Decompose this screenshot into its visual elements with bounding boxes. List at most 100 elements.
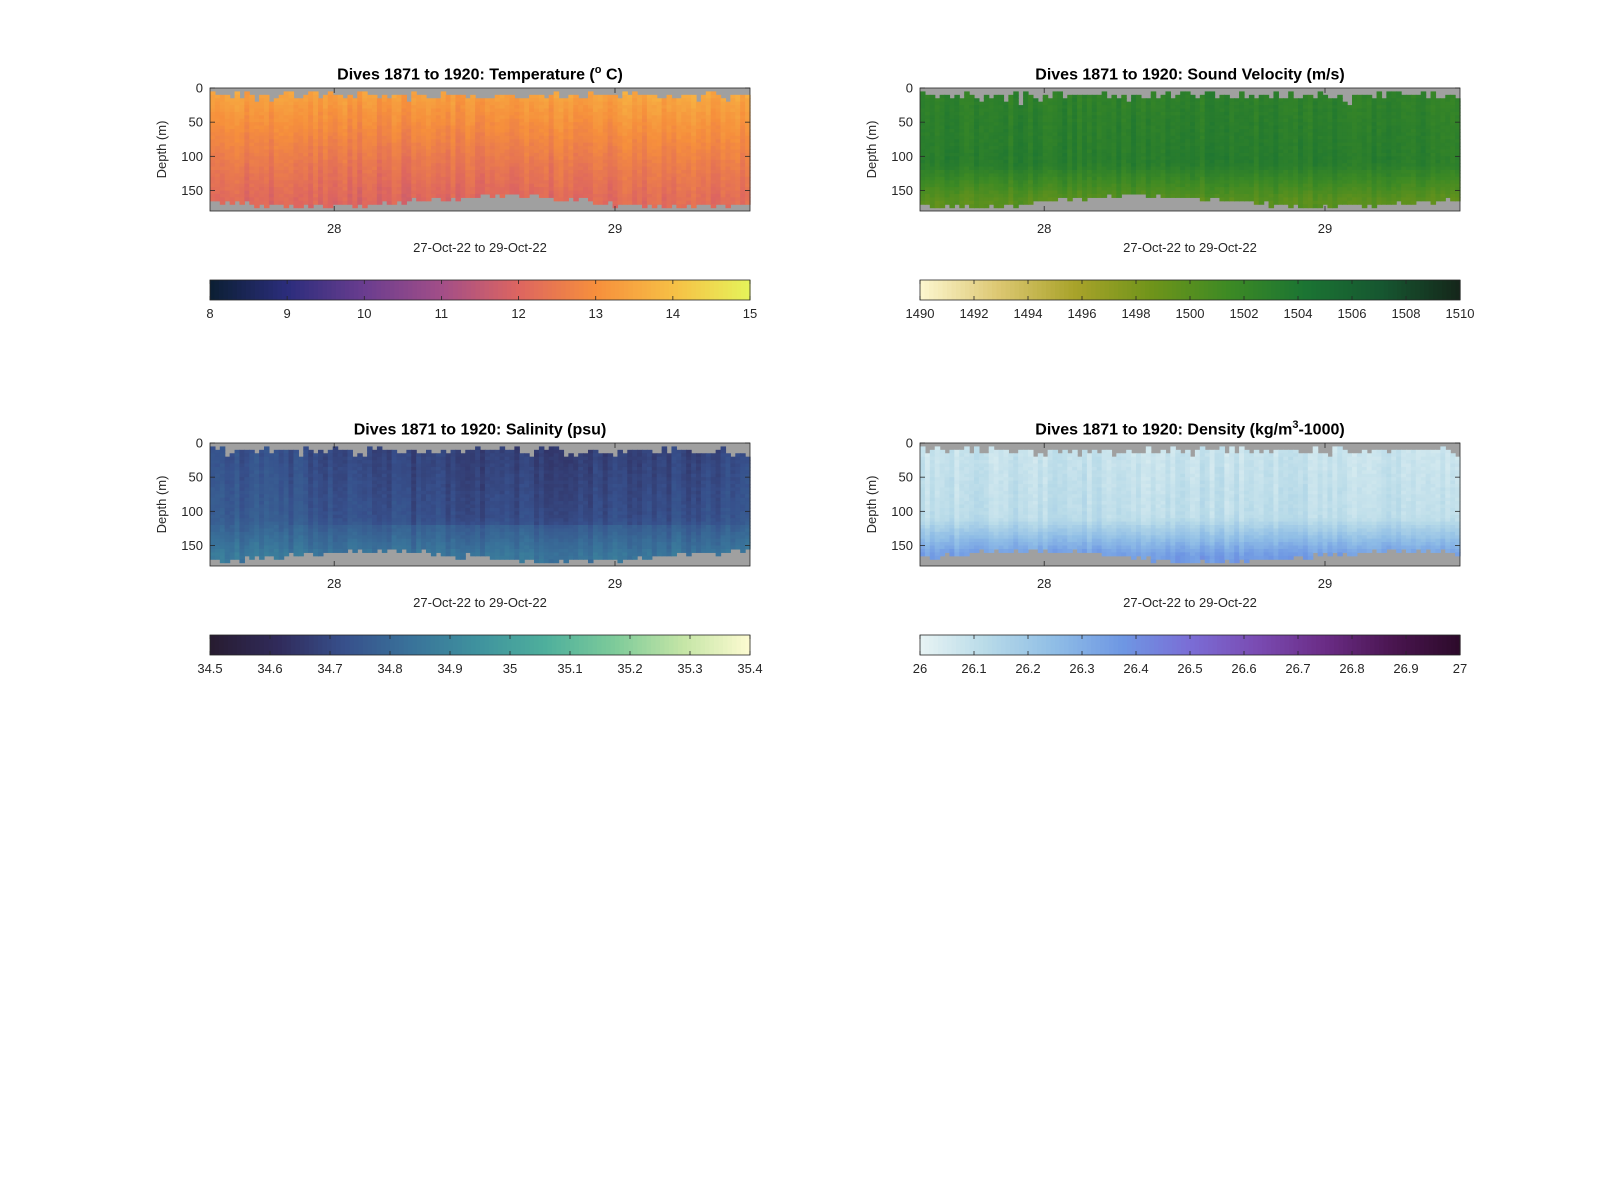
heatmap-cell: [504, 101, 511, 106]
heatmap-cell: [534, 159, 540, 164]
heatmap-cell: [268, 200, 275, 205]
heatmap-cell: [949, 98, 955, 103]
heatmap-cell: [440, 197, 447, 202]
heatmap-cell: [661, 122, 668, 127]
heatmap-cell: [1091, 105, 1098, 110]
heatmap-cell: [499, 125, 506, 130]
heatmap-cell: [988, 146, 995, 151]
heatmap-cell: [210, 197, 216, 202]
heatmap-cell: [573, 163, 579, 168]
heatmap-cell: [1072, 125, 1078, 130]
heatmap-cell: [1057, 108, 1063, 113]
heatmap-cell: [725, 163, 731, 168]
heatmap-cell: [612, 152, 619, 157]
heatmap-cell: [705, 156, 712, 161]
heatmap-cell: [588, 94, 594, 99]
heatmap-cell: [219, 163, 226, 168]
heatmap-cell: [959, 135, 965, 140]
heatmap-cell: [264, 129, 270, 134]
colorbar-segment: [502, 280, 508, 300]
heatmap-cell: [1126, 159, 1132, 164]
heatmap-cell: [592, 142, 599, 147]
heatmap-cell: [381, 142, 388, 147]
heatmap-cell: [1008, 98, 1014, 103]
heatmap-cell: [534, 146, 540, 151]
heatmap-cell: [538, 190, 545, 195]
heatmap-cell: [1023, 118, 1029, 123]
heatmap-cell: [929, 115, 936, 120]
heatmap-cell: [396, 193, 403, 198]
heatmap-cell: [224, 115, 231, 120]
colorbar-segment: [610, 280, 616, 300]
heatmap-cell: [1013, 115, 1019, 120]
heatmap-cell: [224, 98, 231, 103]
heatmap-cell: [460, 163, 466, 168]
heatmap-cell: [1131, 98, 1137, 103]
heatmap-cell: [612, 129, 619, 134]
heatmap-cell: [254, 166, 260, 171]
heatmap-cell: [920, 105, 926, 110]
heatmap-cell: [288, 98, 295, 103]
colorbar-segment: [709, 280, 715, 300]
heatmap-cell: [268, 190, 275, 195]
heatmap-cell: [327, 187, 334, 192]
heatmap-cell: [529, 132, 535, 137]
heatmap-cell: [234, 111, 241, 116]
heatmap-cell: [681, 176, 687, 181]
heatmap-cell: [288, 118, 295, 123]
heatmap-cell: [489, 156, 496, 161]
heatmap-cell: [583, 176, 589, 181]
heatmap-cell: [347, 200, 353, 205]
heatmap-cell: [332, 200, 339, 205]
heatmap-cell: [347, 105, 353, 110]
heatmap-cell: [691, 163, 697, 168]
heatmap-cell: [406, 146, 412, 151]
heatmap-cell: [322, 163, 329, 168]
heatmap-cell: [637, 159, 643, 164]
heatmap-cell: [455, 183, 461, 188]
heatmap-cell: [480, 115, 486, 120]
heatmap-cell: [337, 132, 344, 137]
heatmap-cell: [568, 193, 574, 198]
heatmap-cell: [666, 190, 673, 195]
heatmap-cell: [1116, 105, 1122, 110]
heatmap-cell: [470, 149, 476, 154]
heatmap-cell: [934, 108, 941, 113]
heatmap-cell: [597, 135, 604, 140]
heatmap-cell: [376, 135, 383, 140]
heatmap-cell: [939, 190, 946, 195]
heatmap-cell: [642, 149, 648, 154]
heatmap-cell: [939, 115, 946, 120]
heatmap-cell: [376, 122, 383, 127]
heatmap-cell: [342, 163, 349, 168]
heatmap-cell: [1101, 193, 1108, 198]
heatmap-cell: [1032, 132, 1039, 137]
heatmap-cell: [964, 132, 970, 137]
heatmap-cell: [1052, 166, 1059, 171]
heatmap-cell: [705, 142, 712, 147]
heatmap-cell: [234, 105, 241, 110]
heatmap-cell: [568, 108, 574, 113]
heatmap-cell: [563, 163, 569, 168]
heatmap-cell: [1052, 187, 1059, 192]
heatmap-cell: [1101, 149, 1108, 154]
heatmap-cell: [538, 108, 545, 113]
heatmap-cell: [421, 176, 427, 181]
heatmap-cell: [1072, 122, 1078, 127]
heatmap-cell: [637, 149, 643, 154]
heatmap-cell: [691, 187, 697, 192]
heatmap-cell: [1106, 149, 1113, 154]
heatmap-cell: [954, 197, 960, 202]
heatmap-cell: [661, 197, 668, 202]
heatmap-cell: [696, 152, 702, 157]
heatmap-cell: [1008, 187, 1014, 192]
heatmap-cell: [642, 183, 648, 188]
heatmap-cell: [700, 105, 707, 110]
heatmap-cell: [362, 166, 368, 171]
heatmap-cell: [686, 111, 692, 116]
heatmap-cell: [244, 149, 250, 154]
heatmap-cell: [607, 152, 614, 157]
heatmap-cell: [259, 193, 265, 198]
heatmap-cell: [696, 111, 702, 116]
heatmap-cell: [283, 142, 290, 147]
